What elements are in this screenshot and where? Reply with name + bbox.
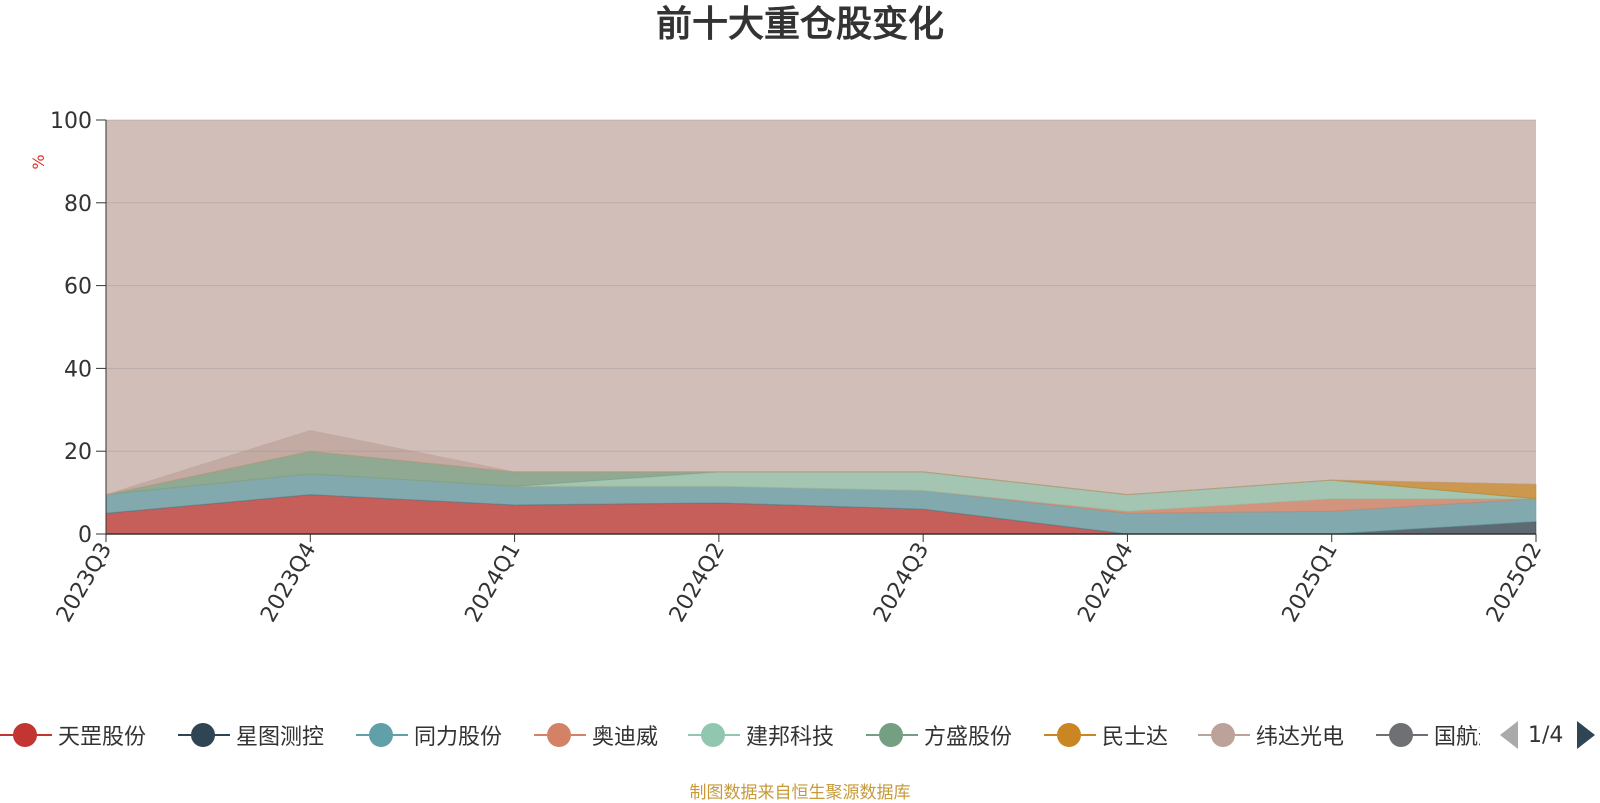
legend-item[interactable]: 奥迪威 [534,715,658,755]
legend-item[interactable]: 同力股份 [356,715,502,755]
chart-title: 前十大重仓股变化 [655,4,944,45]
legend-page-indicator: 1/4 [1528,722,1564,748]
legend-label: 天罡股份 [58,725,147,750]
legend-item[interactable]: 方盛股份 [866,715,1012,755]
legend-label: 建邦科技 [746,725,835,750]
legend-item[interactable]: 民士达 [1044,715,1168,755]
legend-prev-page-icon[interactable] [1500,721,1518,749]
x-tick-label-3: 2024Q2 [665,539,730,627]
legend-marker-icon [0,722,52,748]
legend-marker-icon [1044,722,1096,748]
y-tick-label-4: 80 [64,192,92,217]
legend-marker-icon [534,722,586,748]
y-tick-label-3: 60 [64,275,92,300]
legend-items: 天罡股份 星图测控 同力股份 奥迪威 建邦科技 方盛股份 民士达 纬达光电 国航远洋 [0,715,1480,755]
legend-label: 国航远洋 [1434,725,1480,750]
x-tick-label-2: 2024Q1 [460,539,525,627]
legend-marker-icon [356,722,408,748]
legend-item[interactable]: 建邦科技 [688,715,834,755]
legend-label: 纬达光电 [1256,725,1345,750]
y-tick-label-2: 40 [64,357,92,382]
legend-label: 方盛股份 [924,725,1013,750]
legend-label: 同力股份 [414,725,503,750]
x-tick-label-0: 2023Q3 [52,539,117,627]
y-tick-label-0: 0 [78,523,92,548]
x-tick-label-5: 2024Q4 [1073,539,1138,627]
legend-item[interactable]: 纬达光电 [1198,715,1344,755]
legend-marker-icon [1198,722,1250,748]
legend-item[interactable]: 国航远洋 [1376,715,1480,755]
legend-marker-icon [178,722,230,748]
legend-label: 奥迪威 [592,725,659,750]
legend-marker-icon [1376,722,1428,748]
legend-item[interactable]: 天罡股份 [0,715,146,755]
legend-marker-icon [866,722,918,748]
y-axis-unit-label: % [29,154,48,169]
x-tick-label-1: 2023Q4 [256,539,321,627]
area-series-7 [105,429,1537,496]
y-tick-label-5: 100 [50,109,92,134]
legend-next-page-icon[interactable] [1577,721,1596,749]
x-tick-label-7: 2025Q2 [1482,539,1547,627]
data-source-note: 制图数据来自恒生聚源数据库 [689,783,911,803]
x-tick-label-6: 2025Q1 [1278,539,1343,627]
legend-item[interactable]: 星图测控 [178,715,324,755]
y-tick-label-1: 20 [64,440,92,465]
legend-label: 星图测控 [236,725,325,750]
legend: 天罡股份 星图测控 同力股份 奥迪威 建邦科技 方盛股份 民士达 纬达光电 国航远洋 [0,715,1600,755]
legend-label: 民士达 [1102,725,1169,750]
legend-marker-icon [688,722,740,748]
legend-pager: 1/4 [1500,715,1596,755]
x-tick-label-4: 2024Q3 [869,539,934,627]
